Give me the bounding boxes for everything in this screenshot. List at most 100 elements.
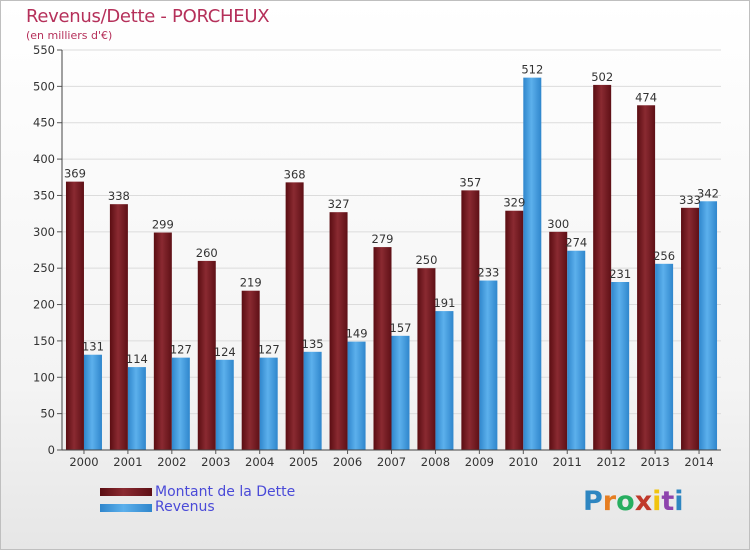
- value-label-revenus: 233: [477, 266, 499, 280]
- value-label-dette: 279: [372, 232, 394, 246]
- legend-label-dette: Montant de la Dette: [155, 484, 296, 500]
- y-tick-label: 200: [33, 298, 55, 312]
- y-tick-label: 100: [33, 370, 55, 384]
- x-tick-label: 2004: [245, 455, 274, 469]
- value-label-dette: 357: [459, 175, 481, 189]
- value-label-revenus: 157: [390, 321, 412, 335]
- bar-dette: [681, 207, 700, 450]
- y-tick-label: 50: [40, 407, 55, 421]
- bar-dette: [65, 181, 84, 451]
- x-tick-label: 2005: [289, 455, 318, 469]
- x-tick-label: 2002: [157, 455, 186, 469]
- x-tick-label: 2014: [684, 455, 713, 469]
- value-label-dette: 474: [635, 90, 657, 104]
- bar-dette: [549, 231, 568, 450]
- bar-dette: [285, 182, 304, 450]
- bar-dette: [241, 290, 260, 450]
- logo-letter: i: [652, 486, 662, 517]
- value-label-revenus: 127: [170, 343, 192, 357]
- legend-label-revenus: Revenus: [155, 499, 215, 515]
- value-label-dette: 369: [64, 167, 86, 181]
- value-label-revenus: 135: [302, 337, 324, 351]
- bar-revenus: [215, 359, 234, 450]
- bar-dette: [153, 232, 172, 450]
- logo-letter: x: [634, 486, 653, 517]
- bar-revenus: [347, 341, 366, 450]
- bar-revenus: [435, 311, 454, 450]
- x-tick-label: 2000: [69, 455, 98, 469]
- proxiti-logo: Proxiti: [583, 486, 684, 517]
- x-tick-label: 2009: [465, 455, 494, 469]
- value-label-revenus: 342: [697, 186, 719, 200]
- value-label-dette: 299: [152, 218, 174, 232]
- value-label-revenus: 149: [346, 327, 368, 341]
- value-label-dette: 338: [108, 189, 130, 203]
- bar-revenus: [611, 282, 630, 450]
- y-tick-label: 0: [48, 443, 55, 457]
- bar-revenus: [391, 335, 410, 450]
- value-label-dette: 219: [240, 276, 262, 290]
- x-tick-label: 2006: [333, 455, 362, 469]
- value-label-revenus: 274: [565, 236, 587, 250]
- bar-dette: [197, 260, 216, 450]
- value-label-dette: 329: [503, 196, 525, 210]
- value-label-dette: 327: [328, 197, 350, 211]
- value-label-revenus: 512: [521, 63, 543, 77]
- bar-dette: [505, 210, 524, 450]
- logo-letter: P: [583, 486, 603, 517]
- logo-letter: r: [602, 486, 617, 517]
- bar-revenus: [699, 201, 718, 450]
- value-label-revenus: 127: [258, 343, 280, 357]
- x-tick-label: 2012: [597, 455, 626, 469]
- value-label-dette: 368: [284, 167, 306, 181]
- x-tick-label: 2013: [640, 455, 669, 469]
- y-tick-label: 500: [33, 79, 55, 93]
- bar-revenus: [127, 367, 146, 450]
- bar-dette: [637, 105, 656, 450]
- bar-revenus: [259, 357, 278, 450]
- x-tick-label: 2008: [421, 455, 450, 469]
- bar-dette: [373, 247, 392, 450]
- y-tick-label: 350: [33, 188, 55, 202]
- value-label-revenus: 231: [609, 267, 631, 281]
- bar-revenus: [567, 250, 586, 450]
- x-tick-label: 2010: [509, 455, 538, 469]
- x-tick-label: 2001: [113, 455, 142, 469]
- bar-dette: [461, 190, 480, 450]
- value-label-revenus: 131: [82, 340, 104, 354]
- y-tick-label: 550: [33, 43, 55, 57]
- legend-swatch-revenus: [100, 504, 152, 512]
- y-tick-label: 450: [33, 116, 55, 130]
- bar-revenus: [83, 354, 102, 450]
- value-label-dette: 502: [591, 70, 613, 84]
- y-tick-label: 300: [33, 225, 55, 239]
- value-label-revenus: 256: [653, 249, 675, 263]
- bar-revenus: [171, 357, 190, 450]
- y-tick-label: 400: [33, 152, 55, 166]
- bar-dette: [417, 268, 436, 450]
- chart-title: Revenus/Dette - PORCHEUX: [26, 6, 270, 27]
- y-tick-label: 250: [33, 261, 55, 275]
- value-label-revenus: 124: [214, 345, 236, 359]
- value-label-revenus: 191: [433, 296, 455, 310]
- chart-subtitle: (en milliers d'€): [26, 29, 113, 42]
- y-tick-label: 150: [33, 334, 55, 348]
- value-label-dette: 250: [415, 253, 437, 267]
- x-tick-label: 2007: [377, 455, 406, 469]
- bar-revenus: [655, 263, 674, 450]
- bar-revenus: [303, 351, 322, 450]
- value-label-dette: 260: [196, 246, 218, 260]
- bar-revenus: [479, 280, 498, 450]
- x-tick-label: 2003: [201, 455, 230, 469]
- x-tick-label: 2011: [553, 455, 582, 469]
- bar-dette: [329, 212, 348, 450]
- value-label-revenus: 114: [126, 352, 148, 366]
- logo-letter: i: [674, 486, 684, 517]
- logo-letter: o: [616, 486, 635, 517]
- bar-dette: [593, 84, 612, 450]
- bar-dette: [109, 204, 128, 450]
- logo-letter: t: [661, 486, 675, 517]
- value-label-dette: 333: [679, 193, 701, 207]
- bar-revenus: [523, 77, 542, 451]
